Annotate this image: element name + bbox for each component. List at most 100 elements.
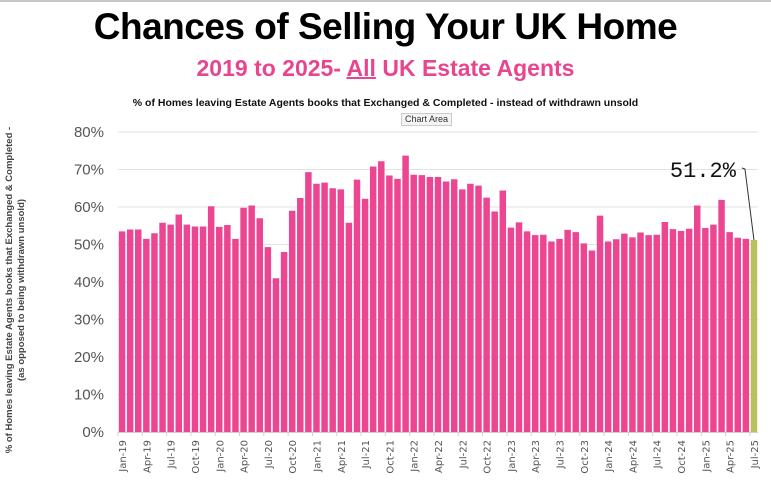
bar-Mar-22 — [426, 177, 434, 432]
bar-Jul-20 — [264, 247, 272, 432]
bar-Jun-20 — [256, 218, 264, 432]
x-tick-label: Jan-24 — [604, 440, 615, 473]
x-tick-label: Jul-22 — [458, 440, 469, 469]
bar-Jan-20 — [216, 226, 223, 432]
bar-Dec-24 — [694, 205, 701, 432]
x-tick-label: Apr-19 — [142, 440, 153, 473]
bar-May-20 — [248, 205, 255, 432]
bar-Nov-22 — [491, 211, 498, 432]
bar-Feb-23 — [515, 222, 523, 432]
bar-Feb-20 — [224, 225, 231, 432]
bar-Mar-21 — [329, 188, 336, 432]
bar-Dec-19 — [207, 206, 215, 432]
x-tick-label: Apr-21 — [337, 440, 348, 473]
bar-Oct-23 — [580, 243, 588, 432]
bar-Jun-23 — [548, 241, 555, 432]
bar-Feb-21 — [321, 182, 328, 432]
x-tick-label: Oct-19 — [191, 440, 202, 474]
bar-Sep-23 — [572, 232, 579, 432]
bar-Oct-19 — [191, 226, 199, 432]
bar-Apr-25 — [726, 232, 733, 432]
x-tick-label: Oct-20 — [288, 440, 299, 474]
x-tick-label: Apr-22 — [434, 440, 445, 473]
x-tick-label: Jan-19 — [118, 440, 129, 473]
bar-Feb-19 — [126, 229, 134, 432]
bar-Jan-25 — [702, 228, 709, 432]
bar-May-23 — [540, 234, 547, 432]
x-tick-label: Oct-22 — [483, 440, 494, 474]
x-tick-label: Apr-20 — [240, 440, 251, 473]
bar-Sep-19 — [183, 224, 191, 432]
x-tick-label: Jan-21 — [312, 440, 323, 473]
bar-Nov-21 — [394, 178, 401, 432]
bar-Jan-21 — [313, 183, 320, 432]
bar-Mar-20 — [232, 238, 239, 432]
bar-Jul-23 — [556, 238, 563, 432]
y-tick-label: 10% — [74, 387, 104, 404]
x-tick-label: Apr-23 — [531, 440, 542, 473]
x-tick-label: Jul-20 — [264, 440, 275, 469]
bar-Jan-22 — [410, 174, 417, 432]
bar-Apr-24 — [629, 237, 636, 432]
bar-May-24 — [637, 232, 644, 432]
bar-Dec-23 — [596, 215, 604, 432]
bar-May-22 — [442, 181, 450, 432]
x-tick-label: Jan-22 — [410, 440, 421, 473]
bar-Nov-19 — [199, 226, 207, 432]
bar-Oct-22 — [483, 197, 490, 432]
bar-Sep-20 — [280, 252, 288, 432]
bar-Jun-21 — [353, 179, 361, 432]
bar-Jun-24 — [645, 235, 652, 432]
bar-Nov-24 — [685, 228, 693, 432]
bar-Jun-19 — [159, 222, 166, 432]
x-tick-label: Apr-25 — [726, 440, 737, 473]
bar-May-25 — [734, 237, 741, 432]
bar-Jul-21 — [361, 198, 369, 432]
x-tick-label: Jan-20 — [215, 440, 226, 473]
bar-Feb-22 — [418, 175, 426, 432]
bar-Mar-23 — [523, 231, 531, 432]
bar-Aug-22 — [467, 183, 474, 432]
x-tick-label: Jul-25 — [750, 440, 761, 469]
bar-Feb-24 — [612, 239, 620, 432]
bar-Jul-19 — [167, 224, 174, 432]
chart-title: % of Homes leaving Estate Agents books t… — [132, 97, 639, 109]
y-tick-label: 0% — [82, 424, 104, 441]
bar-Sep-22 — [475, 185, 482, 432]
y-tick-label: 60% — [74, 199, 104, 216]
x-tick-label: Jan-23 — [507, 440, 518, 473]
subtitle-prefix: 2019 to 2025- — [196, 55, 347, 81]
bar-Jan-23 — [507, 227, 515, 432]
bar-Jul-22 — [459, 189, 466, 432]
x-tick-label: Jul-21 — [361, 440, 372, 469]
bar-Apr-20 — [240, 207, 247, 432]
y-tick-label: 50% — [74, 237, 104, 254]
bar-Oct-21 — [386, 175, 393, 432]
bar-Nov-20 — [297, 198, 304, 432]
bar-May-21 — [345, 222, 353, 432]
x-tick-label: Oct-23 — [580, 440, 591, 474]
page-title: Chances of Selling Your UK Home — [93, 6, 678, 47]
bar-Oct-24 — [677, 231, 685, 432]
bar-Dec-20 — [305, 172, 312, 432]
bar-Jul-25 — [750, 240, 758, 432]
bar-Oct-20 — [288, 210, 296, 432]
bar-Jun-25 — [742, 238, 750, 432]
x-tick-label: Jul-23 — [556, 440, 567, 469]
x-tick-label: Jul-24 — [653, 440, 664, 469]
x-tick-label: Apr-24 — [628, 440, 639, 473]
bar-Jul-24 — [653, 234, 660, 432]
bar-Aug-21 — [369, 166, 377, 432]
x-tick-label: Oct-21 — [385, 440, 396, 474]
bar-Aug-19 — [175, 214, 182, 432]
bar-Mar-25 — [718, 199, 725, 432]
bar-Aug-23 — [564, 229, 571, 432]
subtitle-emphasis: All — [346, 55, 376, 81]
bar-Apr-23 — [531, 235, 539, 432]
bar-Sep-24 — [669, 229, 677, 432]
bar-Dec-21 — [402, 155, 409, 432]
annotation-label: 51.2% — [670, 159, 737, 184]
y-tick-label: 80% — [74, 124, 104, 141]
bar-Mar-19 — [135, 229, 142, 432]
